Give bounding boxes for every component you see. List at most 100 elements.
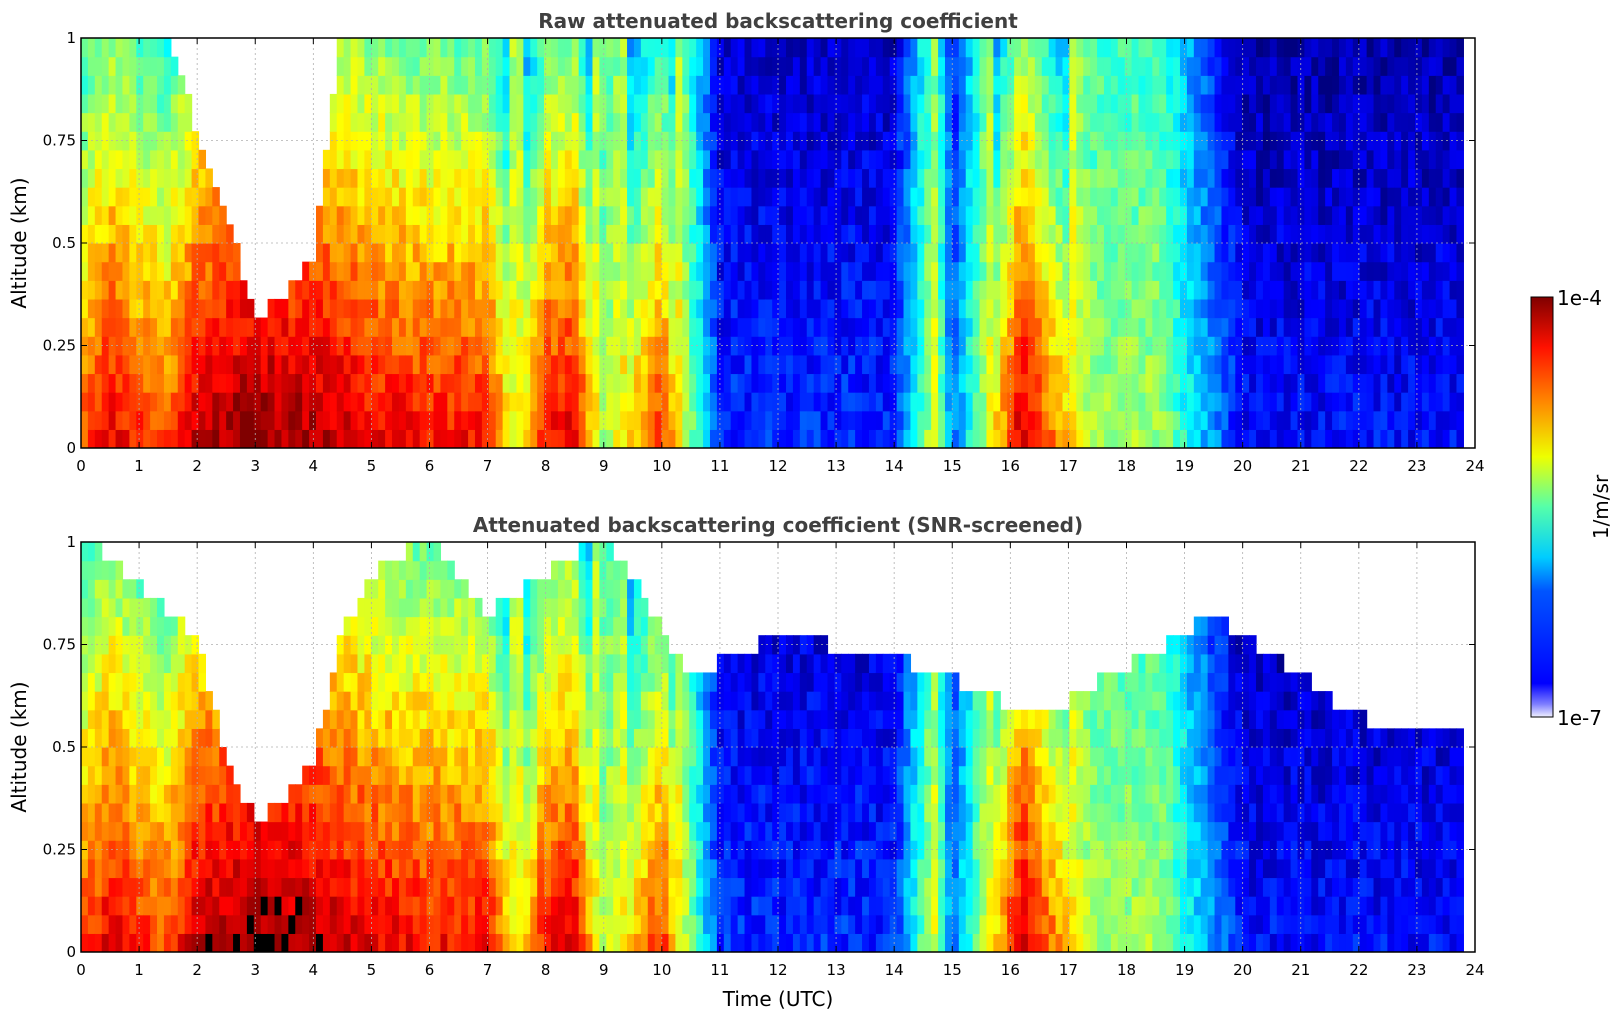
heatmap-cell [986,298,994,319]
heatmap-cell [917,373,925,393]
heatmap-cell [1283,75,1292,95]
heatmap-cell [1000,298,1008,319]
heatmap-cell [1366,429,1375,448]
heatmap-cell [993,392,1001,412]
heatmap-cell [1193,317,1202,337]
heatmap-cell [578,168,587,188]
heatmap-cell [965,187,974,207]
heatmap-cell [316,802,324,823]
heatmap-cell [868,410,877,430]
heatmap-cell [924,392,932,412]
heatmap-cell [1276,56,1285,76]
heatmap-cell [723,354,732,375]
heatmap-cell [481,112,490,132]
heatmap-cell [1207,298,1216,319]
heatmap-cell [557,38,566,58]
heatmap-cell [198,298,207,319]
heatmap-cell [205,392,213,412]
heatmap-cell [191,224,200,244]
heatmap-cell [316,392,324,412]
heatmap-cell [295,373,303,393]
heatmap-cell [765,317,773,337]
heatmap-cell [758,280,766,300]
heatmap-cell [1442,280,1451,300]
heatmap-cell [599,298,607,319]
heatmap-cell [1366,410,1375,430]
heatmap-cell [772,205,780,225]
heatmap-cell [1069,168,1077,188]
heatmap-cell [779,317,787,337]
heatmap-cell [620,298,628,319]
heatmap-cell [703,243,711,263]
heatmap-cell [1373,187,1382,207]
heatmap-cell [302,802,310,823]
heatmap-cell [1145,112,1153,132]
heatmap-cell [613,261,621,281]
heatmap-cell [758,168,766,188]
heatmap-cell [357,597,365,618]
heatmap-cell [1145,261,1153,281]
heatmap-cell [170,131,179,151]
heatmap-cell [951,93,960,114]
heatmap-cell [716,75,725,95]
heatmap-cell [986,224,994,244]
heatmap-cell [889,224,898,244]
heatmap-cell [951,392,960,412]
heatmap-cell [564,187,573,207]
heatmap-cell [1138,168,1147,188]
heatmap-cell [1173,75,1181,95]
heatmap-cell [1415,112,1423,132]
heatmap-cell [447,56,455,76]
heatmap-cell [184,243,193,263]
heatmap-cell [1373,112,1382,132]
heatmap-cell [1345,205,1354,225]
heatmap-cell [1228,168,1236,188]
heatmap-cell [862,373,870,393]
heatmap-cell [1338,261,1347,281]
heatmap-cell [246,914,255,934]
heatmap-cell [170,336,179,356]
heatmap-cell [163,75,172,95]
heatmap-cell [253,373,262,393]
heatmap-cell [1110,243,1119,263]
heatmap-cell [364,75,372,95]
heatmap-cell [371,784,379,804]
heatmap-cell [419,317,428,337]
heatmap-cell [993,373,1001,393]
heatmap-cell [1345,131,1354,151]
heatmap-cell [122,298,130,319]
heatmap-cell [212,224,220,244]
heatmap-cell [177,933,186,952]
heatmap-cell [889,75,898,95]
heatmap-cell [336,298,345,319]
heatmap-cell [910,131,918,151]
heatmap-cell [316,747,324,767]
heatmap-cell [87,858,96,879]
heatmap-cell [385,933,393,952]
heatmap-cell [965,317,974,337]
heatmap-cell [1325,75,1333,95]
heatmap-cell [1276,354,1285,375]
heatmap-cell [841,131,849,151]
heatmap-cell [924,112,932,132]
heatmap-cell [371,205,379,225]
heatmap-cell [758,56,766,76]
heatmap-cell [1449,168,1458,188]
heatmap-cell [509,131,518,151]
heatmap-cell [136,392,144,412]
heatmap-cell [316,728,324,748]
heatmap-cell [1415,261,1423,281]
heatmap-cell [87,392,96,412]
heatmap-cell [329,821,338,841]
heatmap-cell [502,261,511,281]
heatmap-cell [1110,261,1119,281]
heatmap-cell [101,709,110,729]
heatmap-cell [87,429,96,448]
heatmap-cell [364,317,372,337]
heatmap-cell [993,243,1001,263]
heatmap-cell [1442,187,1451,207]
heatmap-cell [730,205,739,225]
heatmap-cell [1415,410,1423,430]
heatmap-cell [640,410,649,430]
heatmap-cell [1394,317,1402,337]
